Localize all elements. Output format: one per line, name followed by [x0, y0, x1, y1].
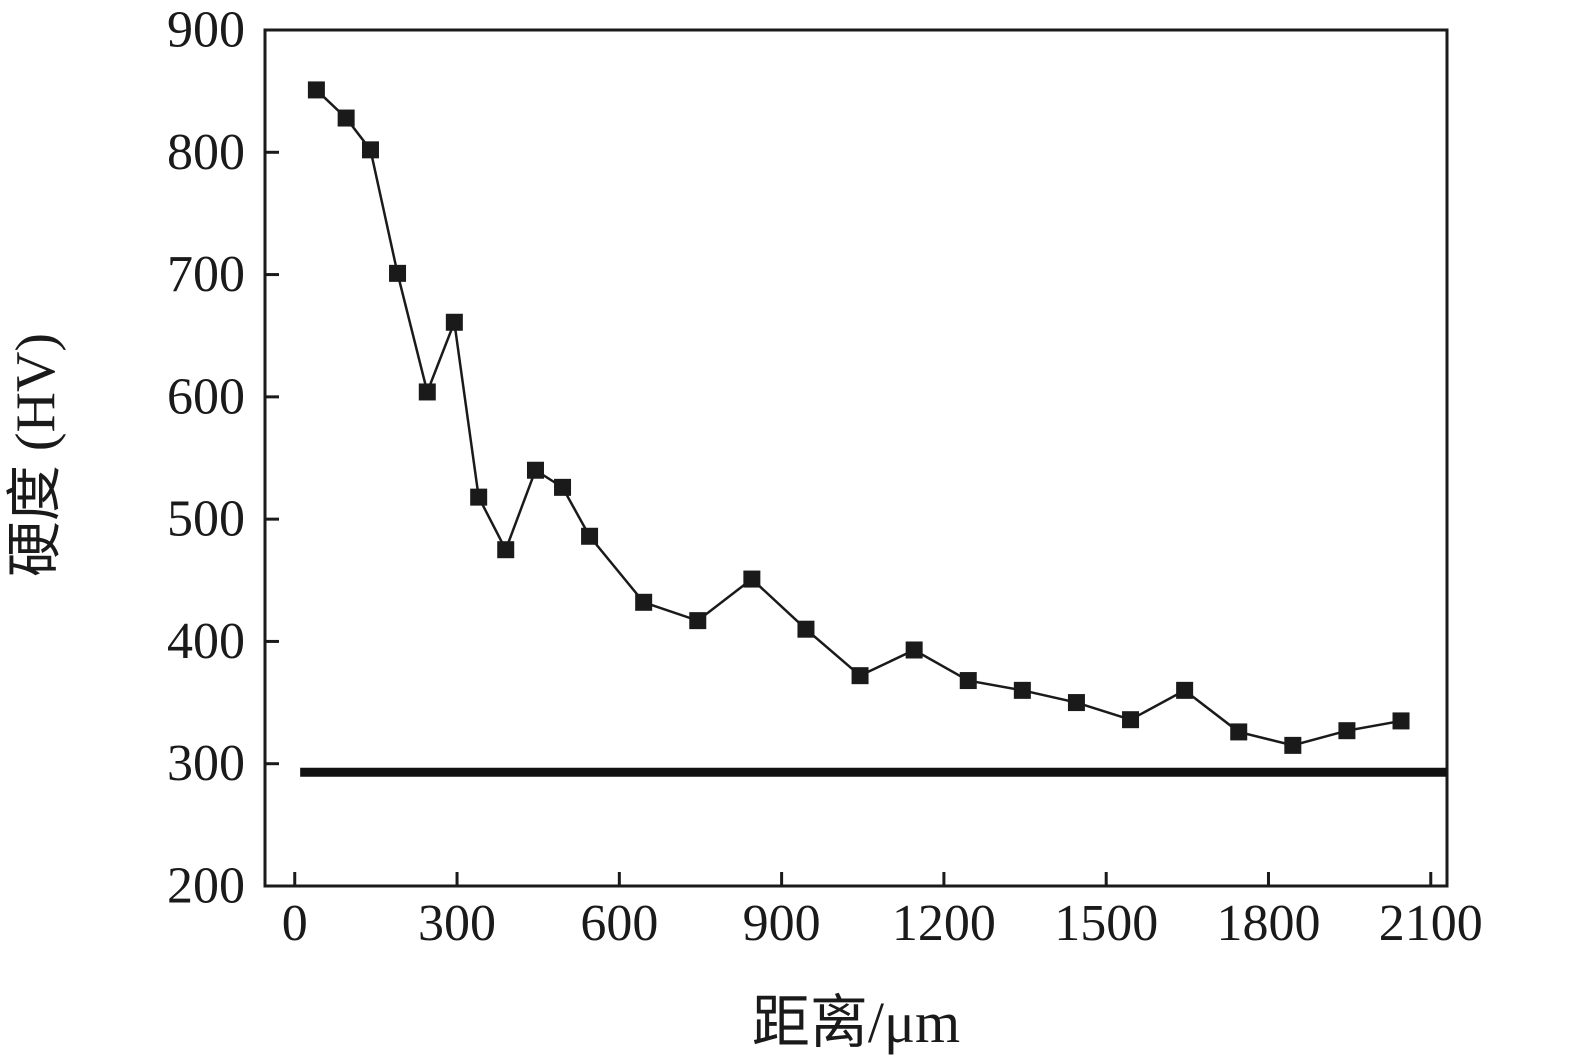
- data-point-marker: [418, 383, 436, 401]
- data-point-marker: [307, 81, 325, 99]
- y-tick-label: 500: [167, 491, 245, 548]
- data-point-marker: [554, 478, 572, 496]
- data-point-marker: [526, 461, 544, 479]
- data-point-marker: [743, 570, 761, 588]
- data-point-marker: [851, 667, 869, 685]
- x-tick-label: 600: [580, 895, 658, 952]
- y-tick-label: 400: [167, 613, 245, 670]
- series-line-hardness-profile: [315, 89, 1402, 747]
- y-tick-label: 900: [167, 2, 245, 59]
- x-tick-label: 1200: [892, 895, 996, 952]
- x-tick-label: 300: [418, 895, 496, 952]
- data-point-marker: [959, 672, 977, 690]
- x-tick-label: 1500: [1054, 895, 1158, 952]
- x-tick-label: 2100: [1379, 895, 1483, 952]
- data-point-marker: [470, 488, 488, 506]
- data-point-marker: [797, 620, 815, 638]
- data-point-marker: [1013, 681, 1031, 699]
- data-point-marker: [337, 109, 355, 127]
- data-point-marker: [361, 141, 379, 159]
- data-point-marker: [1176, 681, 1194, 699]
- y-tick-label: 700: [167, 246, 245, 303]
- x-tick-label: 0: [282, 895, 308, 952]
- x-axis-label-text: 距离/μm: [751, 990, 961, 1055]
- y-axis-label-text: 硬度 (HV): [4, 332, 67, 578]
- x-tick-label: 1800: [1216, 895, 1320, 952]
- data-point-marker: [497, 541, 515, 559]
- data-point-marker: [1284, 736, 1302, 754]
- data-point-marker: [1122, 711, 1140, 729]
- data-point-marker: [1392, 712, 1410, 730]
- data-point-marker: [389, 264, 407, 282]
- data-point-marker: [1338, 722, 1356, 740]
- x-axis-label: 距离/μm: [265, 975, 1447, 1055]
- axis-box: [263, 28, 1449, 888]
- data-point-marker: [581, 527, 599, 545]
- y-tick-label: 600: [167, 368, 245, 425]
- data-point-marker: [445, 313, 463, 331]
- x-tick-label: 900: [743, 895, 821, 952]
- y-tick-label: 800: [167, 124, 245, 181]
- data-point-marker: [635, 593, 653, 611]
- y-tick-label: 200: [167, 858, 245, 915]
- data-point-marker: [1230, 723, 1248, 741]
- y-tick-label: 300: [167, 735, 245, 792]
- data-point-marker: [905, 641, 923, 659]
- data-point-marker: [689, 612, 707, 630]
- data-point-marker: [1067, 694, 1085, 712]
